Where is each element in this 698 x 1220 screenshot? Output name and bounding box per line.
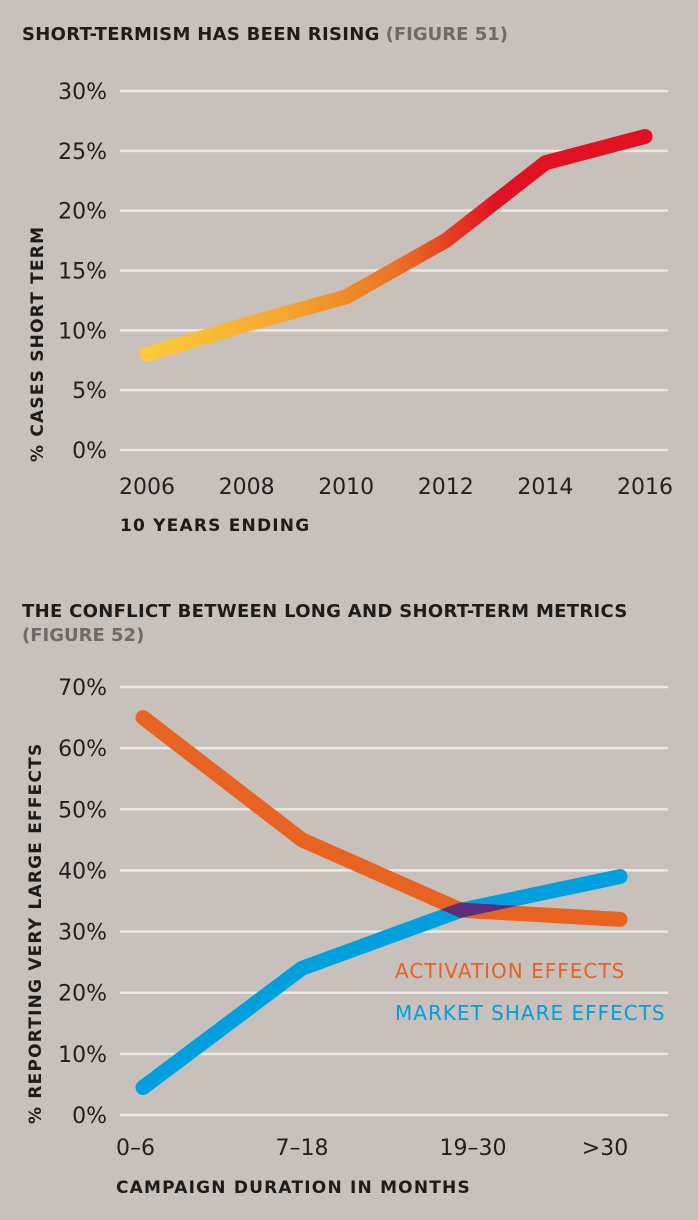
- x-tick-labels: 2006 2008 2010 2012 2014 2016: [119, 475, 673, 500]
- y-tick-label: 0%: [72, 439, 107, 464]
- y-tick-label: 5%: [72, 379, 107, 404]
- x-tick-label: 2006: [119, 475, 175, 500]
- x-tick-label: 0–6: [116, 1136, 155, 1161]
- y-axis-label: % REPORTING VERY LARGE EFFECTS: [26, 743, 46, 1124]
- y-tick-label: 70%: [58, 676, 107, 701]
- x-tick-label: 2010: [318, 475, 374, 500]
- y-tick-label: 20%: [58, 200, 107, 225]
- x-tick-labels: 0–6 7–18 19–30 >30: [116, 1136, 628, 1161]
- series: [139, 128, 653, 362]
- x-tick-label: 2008: [219, 475, 275, 500]
- x-axis-label: CAMPAIGN DURATION IN MONTHS: [116, 1178, 471, 1198]
- y-tick-label: 10%: [58, 1043, 107, 1068]
- series-overlap: [135, 710, 628, 927]
- y-tick-label: 0%: [72, 1104, 107, 1129]
- legend-market-share-effects: MARKET SHARE EFFECTS: [395, 1001, 666, 1025]
- legend-activation-effects: ACTIVATION EFFECTS: [395, 959, 625, 983]
- x-tick-label: 2014: [517, 475, 573, 500]
- y-tick-label: 10%: [58, 319, 107, 344]
- chart-figure-51: SHORT-TERMISM HAS BEEN RISING (FIGURE 51)…: [22, 24, 673, 536]
- y-tick-label: 60%: [58, 737, 107, 762]
- x-tick-label: 2016: [617, 475, 673, 500]
- chart-title: SHORT-TERMISM HAS BEEN RISING (FIGURE 51): [22, 24, 508, 45]
- x-tick-label: >30: [582, 1136, 628, 1161]
- series-line-short-term: [139, 128, 653, 362]
- gridlines: [120, 685, 668, 1117]
- y-axis-label: % CASES SHORT TERM: [28, 226, 48, 462]
- y-tick-label: 30%: [58, 921, 107, 946]
- x-tick-label: 2012: [418, 475, 474, 500]
- x-axis-label: 10 YEARS ENDING: [120, 516, 310, 536]
- chart-figure-52: THE CONFLICT BETWEEN LONG AND SHORT-TERM…: [22, 601, 668, 1198]
- y-tick-label: 40%: [58, 859, 107, 884]
- y-tick-labels: 0% 5% 10% 15% 20% 25% 30%: [58, 80, 107, 464]
- y-tick-label: 15%: [58, 260, 107, 285]
- y-tick-label: 30%: [58, 80, 107, 105]
- series-line-market-share-effects: [135, 869, 628, 1095]
- x-tick-label: 19–30: [440, 1136, 507, 1161]
- x-tick-label: 7–18: [276, 1136, 329, 1161]
- figure-label: (FIGURE 52): [22, 625, 144, 646]
- chart-title: THE CONFLICT BETWEEN LONG AND SHORT-TERM…: [22, 601, 628, 622]
- y-tick-label: 25%: [58, 140, 107, 165]
- series: [135, 710, 628, 1095]
- y-tick-labels: 0% 10% 20% 30% 40% 50% 60% 70%: [58, 676, 107, 1129]
- y-tick-label: 20%: [58, 982, 107, 1007]
- y-tick-label: 50%: [58, 798, 107, 823]
